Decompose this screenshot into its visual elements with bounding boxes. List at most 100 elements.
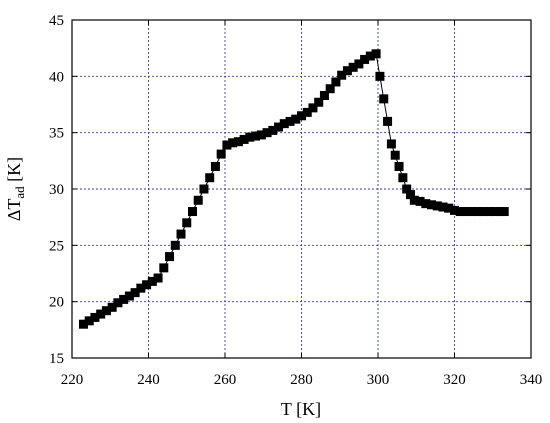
data-point: [107, 302, 117, 312]
data-point: [159, 263, 169, 273]
data-point: [228, 138, 238, 148]
data-point: [256, 130, 266, 140]
data-point: [268, 125, 278, 135]
data-point: [342, 66, 352, 76]
data-point: [210, 161, 220, 171]
data-point: [314, 97, 324, 107]
data-point: [101, 306, 111, 316]
grid: [72, 20, 531, 358]
data-point: [365, 51, 375, 61]
y-tick-label: 35: [49, 126, 64, 142]
data-point: [176, 229, 186, 239]
y-axis-title-prefix: ΔT: [4, 199, 24, 222]
data-point: [427, 200, 437, 210]
x-axis-title: T [K]: [281, 399, 321, 419]
data-point: [285, 116, 295, 126]
data-point: [432, 201, 442, 211]
data-point: [187, 207, 197, 217]
data-point: [461, 207, 471, 217]
y-axis-title-suffix: [K]: [4, 157, 24, 187]
data-point: [119, 294, 129, 304]
plot-frame: [71, 19, 532, 359]
data-point: [153, 273, 163, 283]
data-point: [124, 291, 134, 301]
y-tick-labels: 15 20 25 30 35 40 45: [49, 13, 64, 367]
data-point: [84, 316, 94, 326]
data-point: [165, 252, 175, 262]
y-axis-title: ΔTad [K]: [4, 157, 27, 221]
data-point: [438, 202, 448, 212]
data-point: [337, 70, 347, 80]
data-point: [490, 207, 500, 217]
data-point: [421, 199, 431, 209]
data-point: [371, 49, 381, 59]
data-point: [308, 103, 318, 113]
data-point: [478, 207, 488, 217]
x-tick-label: 320: [443, 372, 466, 388]
data-point: [472, 207, 482, 217]
data-point: [182, 218, 192, 228]
data-point: [130, 288, 140, 298]
data-point: [354, 59, 364, 69]
data-point: [394, 161, 404, 171]
data-point: [415, 196, 425, 206]
data-point: [142, 280, 152, 290]
data-point: [279, 119, 289, 129]
y-axis-title-subscript: ad: [12, 186, 27, 199]
data-point: [113, 298, 123, 308]
data-point: [379, 94, 389, 104]
data-point: [450, 205, 459, 215]
data-point: [78, 319, 88, 329]
x-tick-labels: 220 240 260 280 300 320 340: [61, 372, 543, 388]
x-tick-label: 260: [214, 372, 237, 388]
data-point: [398, 173, 408, 183]
data-point: [390, 150, 400, 160]
data-point: [222, 140, 232, 150]
data-point: [96, 309, 106, 319]
data-point: [90, 312, 100, 322]
x-tick-label: 220: [61, 372, 84, 388]
x-tick-label: 280: [290, 372, 313, 388]
data-point: [233, 137, 243, 147]
data-point: [170, 240, 180, 250]
y-tick-label: 25: [49, 238, 64, 254]
y-tick-label: 40: [49, 69, 64, 85]
y-tick-label: 20: [49, 295, 64, 311]
data-point: [499, 207, 509, 217]
data-point: [193, 195, 203, 205]
x-tick-label: 300: [367, 372, 390, 388]
data-point: [216, 149, 226, 159]
y-tick-label: 45: [49, 13, 64, 29]
data-point: [291, 114, 301, 124]
data-point: [467, 207, 477, 217]
data-point: [402, 184, 412, 194]
data-point: [406, 190, 416, 200]
data-point: [245, 132, 255, 142]
x-tick-label: 240: [137, 372, 160, 388]
data-point: [319, 90, 329, 100]
data-point: [360, 54, 370, 64]
data-point: [455, 207, 465, 217]
data-point: [325, 84, 335, 94]
data-point: [444, 203, 454, 213]
data-point: [205, 173, 215, 183]
data-point: [199, 184, 209, 194]
data-point: [239, 134, 249, 144]
data-point: [147, 276, 157, 286]
data-point: [302, 107, 312, 117]
data-point: [348, 62, 358, 72]
data-point: [331, 77, 341, 87]
data-point: [484, 207, 494, 217]
data-point: [297, 111, 306, 121]
data-point: [409, 195, 419, 205]
data-point: [383, 116, 393, 126]
x-tick-label: 340: [520, 372, 543, 388]
data-point: [274, 122, 284, 132]
data-point: [386, 139, 396, 149]
data-point: [251, 131, 261, 141]
data-point: [262, 128, 272, 138]
y-tick-label: 15: [49, 351, 64, 367]
y-tick-label: 30: [49, 182, 64, 198]
data-points: [78, 49, 509, 329]
